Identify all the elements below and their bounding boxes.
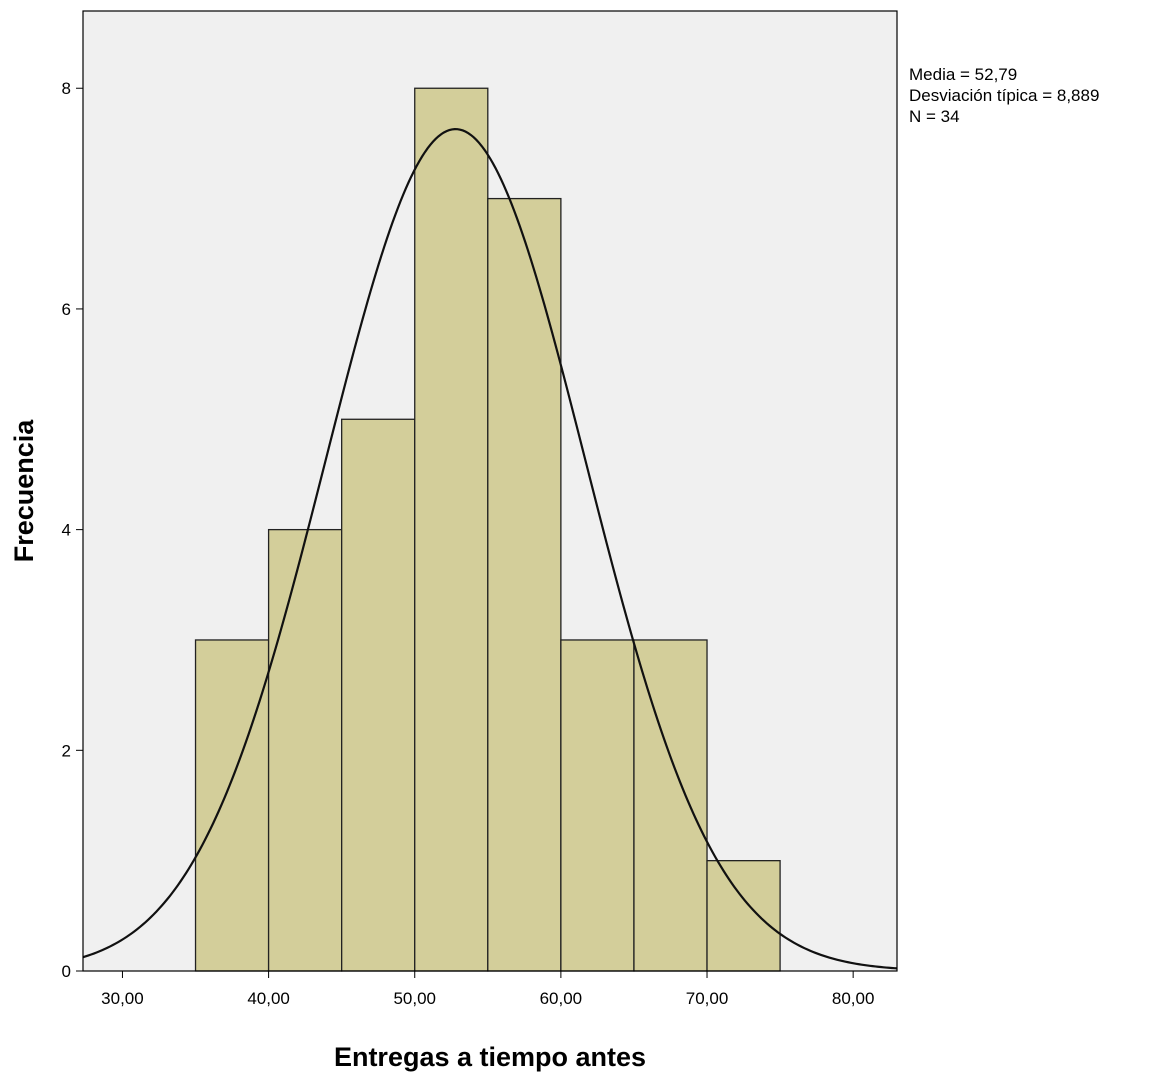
- x-tick-label-4: 70,00: [686, 989, 729, 1008]
- x-tick-label-1: 40,00: [247, 989, 290, 1008]
- histogram-bar-3: [414, 87, 489, 972]
- bars-layer: [194, 87, 781, 972]
- histogram-bar-0: [194, 639, 270, 972]
- histogram-bar-1: [267, 528, 343, 972]
- histogram-bar-7: [706, 860, 781, 972]
- y-axis: 0 2 4 6 8: [62, 79, 83, 981]
- y-tick-label-4: 8: [62, 79, 71, 98]
- histogram-bar-4: [487, 197, 562, 972]
- stats-legend: Media = 52,79 Desviación típica = 8,889 …: [909, 65, 1099, 126]
- y-tick-label-2: 4: [62, 521, 71, 540]
- plot-frame: [82, 10, 898, 972]
- x-tick-label-3: 60,00: [540, 989, 583, 1008]
- x-axis: 30,00 40,00 50,00 60,00 70,00 80,00: [101, 971, 874, 1008]
- histogram-bar-2: [341, 418, 416, 972]
- normal-curve: [82, 128, 898, 970]
- x-tick-label-5: 80,00: [832, 989, 875, 1008]
- y-tick-label-0: 0: [62, 962, 71, 981]
- y-tick-label-3: 6: [62, 300, 71, 319]
- stats-mean: Media = 52,79: [909, 65, 1017, 84]
- y-axis-title: Frecuencia: [9, 419, 39, 563]
- y-tick-label-1: 2: [62, 741, 71, 760]
- x-tick-label-2: 50,00: [393, 989, 436, 1008]
- x-axis-title: Entregas a tiempo antes: [334, 1042, 646, 1072]
- stats-std-dev: Desviación típica = 8,889: [909, 86, 1099, 105]
- x-tick-label-0: 30,00: [101, 989, 144, 1008]
- histogram-bar-6: [633, 639, 708, 972]
- histogram-bar-5: [560, 639, 635, 972]
- stats-n: N = 34: [909, 107, 960, 126]
